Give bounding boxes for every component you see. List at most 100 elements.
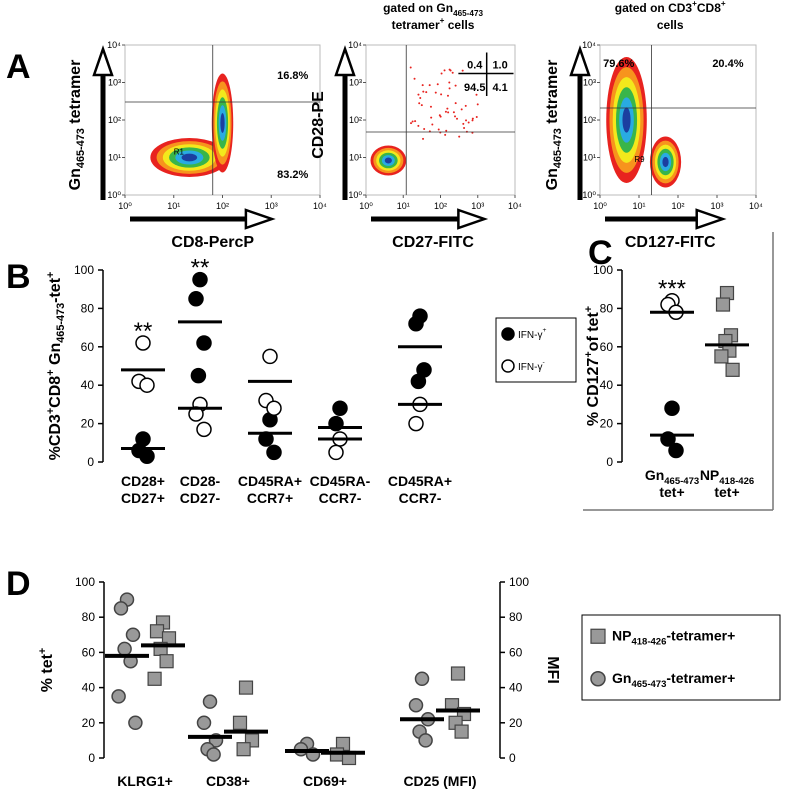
y-tick-label: 0 [606, 455, 613, 469]
text-segment: + [45, 408, 57, 414]
data-circle [501, 327, 515, 341]
y-tick-label: 0 [88, 751, 95, 765]
y2-axis-title: MFI [544, 656, 561, 684]
category-label: Gn465-473 [645, 467, 699, 487]
event-dot [425, 91, 428, 94]
event-dot [429, 105, 432, 108]
category-label: CD38+ [206, 773, 250, 789]
text-segment: -tetramer+ [666, 627, 735, 643]
event-dot [464, 104, 467, 107]
event-dot [418, 102, 421, 105]
data-circle [125, 627, 141, 643]
category-label: CD27- [180, 490, 221, 506]
density-cloud [181, 153, 198, 162]
y-tick-label: 20 [600, 417, 614, 431]
y-tick-label: 10⁰ [107, 190, 121, 200]
category-label: CCR7- [399, 490, 442, 506]
event-dot [447, 111, 450, 114]
text-segment: % tet [39, 653, 56, 692]
arrow-head [334, 45, 356, 77]
data-circle [188, 291, 204, 307]
legend-label: IFN-γ- [518, 359, 545, 373]
density-cloud [622, 107, 631, 133]
event-dot [454, 84, 457, 87]
event-dot [445, 129, 448, 132]
text-segment: - [542, 359, 544, 366]
y-tick-label: 10⁴ [582, 40, 596, 50]
y-tick-label: 10³ [349, 78, 362, 88]
y-tick-label: 10¹ [583, 153, 596, 163]
text-segment: tetramer [544, 60, 561, 128]
event-dot [421, 84, 424, 87]
data-circle [408, 316, 424, 332]
data-square [147, 671, 162, 686]
x-tick-label: 10² [434, 201, 447, 211]
data-circle [196, 335, 212, 351]
y-tick-label: 0 [87, 455, 94, 469]
y-tick-label: 20 [82, 716, 96, 730]
text-segment: cells [657, 18, 684, 32]
y-axis-title: Gn465-473 tetramer [544, 60, 564, 191]
event-dot [443, 69, 446, 72]
text-segment: IFN-γ [518, 362, 542, 373]
data-square [236, 742, 251, 757]
category-label: CD28- [180, 473, 221, 489]
data-circle [668, 442, 684, 459]
text-segment: + [37, 648, 49, 654]
y-tick-label: 60 [82, 645, 96, 659]
event-dot [417, 124, 420, 127]
event-dot [448, 81, 451, 84]
y-tick-label: 60 [600, 340, 614, 354]
text-segment: 418-426 [719, 476, 754, 487]
x-axis-title: CD127-FITC [625, 234, 716, 251]
y-axis-title: % tet+ [37, 648, 56, 693]
text-segment: 465-473 [453, 9, 483, 18]
data-circle [135, 335, 151, 351]
quadrant-percent: 0.4 [467, 60, 483, 72]
text-segment: CD8 [697, 1, 721, 15]
data-circle [266, 400, 282, 416]
x-axis-title: CD27-FITC [392, 234, 474, 251]
y-tick-label: 100 [74, 263, 94, 277]
significance: ** [191, 255, 210, 282]
text-segment: 418-426 [631, 636, 666, 647]
category-label: CD25 (MFI) [403, 773, 476, 789]
data-circle [408, 415, 424, 432]
x-tick-label: 10² [216, 201, 229, 211]
text-segment: + [45, 272, 57, 278]
text-segment: 465-473 [631, 679, 666, 690]
density-cloud [662, 156, 669, 168]
data-circle [196, 421, 212, 438]
quadrant-percent: 94.5 [464, 82, 485, 94]
panel-letter: D [6, 565, 31, 603]
x-tick-label: 10⁰ [593, 201, 607, 211]
y-tick-label: 10¹ [108, 153, 121, 163]
data-circle [501, 359, 515, 373]
event-dot [413, 77, 416, 80]
plot-title: gated on Gn465-473 [383, 1, 483, 18]
y-tick-label: 10² [349, 115, 362, 125]
data-square [238, 680, 254, 695]
arrow-head [457, 208, 489, 230]
y-tick-label: 40 [81, 378, 95, 392]
event-dot [456, 117, 459, 120]
text-segment: + [440, 16, 445, 25]
event-dot [471, 119, 474, 122]
y-tick-label: 10⁰ [348, 190, 362, 200]
event-dot [444, 133, 447, 136]
event-dot [440, 93, 443, 96]
data-circle [332, 400, 348, 416]
text-segment: tetramer [67, 60, 84, 128]
y-tick-label: 10³ [108, 78, 121, 88]
text-segment: 465-473 [664, 476, 699, 487]
y-tick-label: 10² [583, 115, 596, 125]
event-dot [465, 119, 468, 122]
data-circle [128, 715, 143, 731]
arrow-head [244, 208, 276, 230]
data-square [714, 349, 729, 364]
text-segment: CD8 [47, 376, 64, 408]
category-label: NP418-426 [700, 467, 754, 487]
text-segment: CD8-PercP [171, 234, 254, 251]
data-circle [196, 715, 212, 731]
text-segment: Gn [47, 343, 64, 370]
